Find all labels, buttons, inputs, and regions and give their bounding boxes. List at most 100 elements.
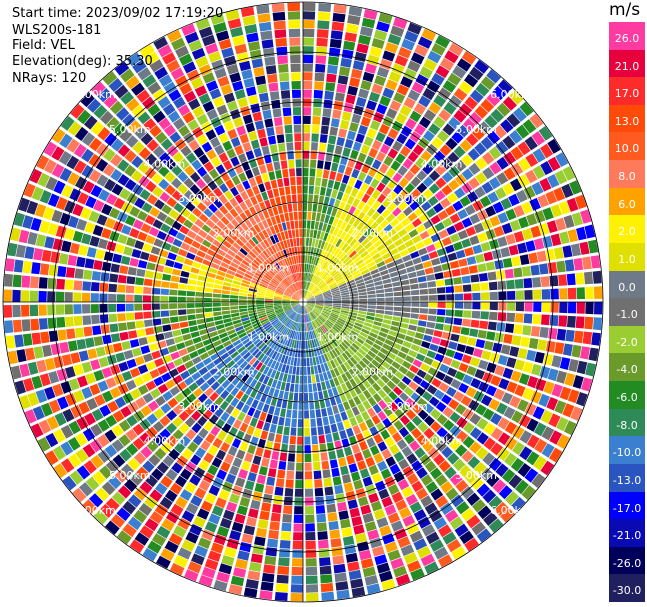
velocity-gate [172, 416, 184, 428]
velocity-gate [273, 321, 281, 328]
velocity-gate [276, 46, 288, 56]
velocity-gate [359, 26, 374, 37]
velocity-gate [307, 300, 315, 302]
velocity-gate [289, 330, 294, 339]
velocity-gate [500, 119, 514, 133]
velocity-gate [541, 314, 550, 326]
velocity-gate [161, 281, 170, 288]
velocity-gate [45, 176, 58, 191]
velocity-gate [327, 179, 335, 189]
velocity-gate [352, 425, 361, 435]
velocity-gate [304, 305, 307, 314]
velocity-gate [242, 319, 251, 326]
velocity-gate [314, 305, 323, 310]
velocity-gate [489, 239, 500, 250]
velocity-gate [152, 88, 166, 102]
velocity-gate [279, 241, 286, 250]
velocity-gate [255, 75, 266, 86]
velocity-gate [137, 67, 152, 81]
velocity-gate [435, 279, 445, 287]
velocity-gate [420, 553, 435, 567]
velocity-gate [416, 170, 428, 181]
velocity-gate [287, 266, 292, 275]
velocity-gate [41, 249, 52, 262]
velocity-gate [111, 183, 124, 196]
velocity-gate [332, 555, 345, 565]
velocity-gate [329, 282, 337, 288]
velocity-gate [193, 516, 206, 528]
velocity-gate [183, 90, 197, 103]
velocity-gate [293, 255, 297, 264]
velocity-gate [291, 302, 300, 305]
velocity-gate [184, 31, 199, 44]
velocity-gate [291, 302, 299, 304]
velocity-gate [197, 229, 208, 239]
velocity-gate [312, 287, 319, 294]
velocity-gate [323, 295, 333, 299]
velocity-gate [110, 263, 120, 273]
velocity-gate [286, 338, 291, 347]
velocity-gate [366, 100, 377, 111]
velocity-gate [168, 209, 180, 220]
velocity-gate [350, 68, 363, 79]
velocity-gate [333, 272, 341, 279]
velocity-gate [315, 374, 320, 383]
velocity-gate [291, 339, 295, 348]
velocity-gate [153, 238, 164, 248]
velocity-gate [398, 189, 409, 200]
velocity-gate [184, 416, 196, 428]
velocity-gate [448, 116, 461, 130]
velocity-gate [387, 191, 398, 201]
velocity-gate [276, 232, 283, 242]
velocity-gate [184, 481, 197, 494]
velocity-gate [262, 403, 270, 413]
velocity-gate [423, 403, 435, 414]
velocity-gate [172, 329, 182, 337]
velocity-gate [76, 256, 86, 268]
velocity-gate [502, 135, 516, 150]
velocity-gate [313, 470, 322, 480]
velocity-gate [309, 312, 315, 320]
velocity-gate [349, 356, 358, 365]
velocity-gate [313, 365, 319, 374]
velocity-gate [338, 201, 346, 211]
velocity-gate [351, 406, 360, 416]
velocity-gate [315, 248, 320, 257]
velocity-gate [393, 196, 403, 206]
velocity-gate [319, 283, 327, 290]
velocity-gate [348, 435, 358, 446]
velocity-gate [221, 306, 230, 311]
velocity-gate [341, 294, 350, 298]
velocity-gate [27, 231, 38, 246]
velocity-gate [500, 247, 511, 258]
velocity-gate [233, 322, 243, 329]
velocity-gate [310, 265, 315, 274]
velocity-gate [10, 227, 21, 242]
velocity-gate [556, 260, 566, 273]
velocity-gate [104, 344, 115, 355]
velocity-gate [44, 159, 57, 174]
velocity-gate [343, 40, 356, 51]
velocity-gate [242, 244, 251, 253]
velocity-gate [282, 300, 291, 302]
velocity-gate [319, 231, 325, 240]
velocity-gate [489, 311, 498, 321]
velocity-gate [496, 402, 508, 415]
velocity-gate [310, 220, 315, 230]
velocity-gate [410, 176, 422, 188]
velocity-gate [402, 254, 412, 263]
velocity-gate [65, 316, 74, 327]
velocity-gate [198, 393, 208, 403]
velocity-gate [111, 439, 124, 453]
velocity-gate [338, 457, 347, 467]
velocity-gate [333, 377, 340, 387]
velocity-gate [310, 247, 314, 256]
velocity-gate [189, 474, 201, 486]
velocity-gate [239, 289, 248, 294]
velocity-gate [117, 174, 130, 186]
velocity-gate [188, 39, 203, 52]
velocity-gate [340, 518, 351, 529]
velocity-gate [258, 92, 269, 103]
velocity-gate [319, 336, 325, 345]
velocity-gate [283, 294, 292, 299]
